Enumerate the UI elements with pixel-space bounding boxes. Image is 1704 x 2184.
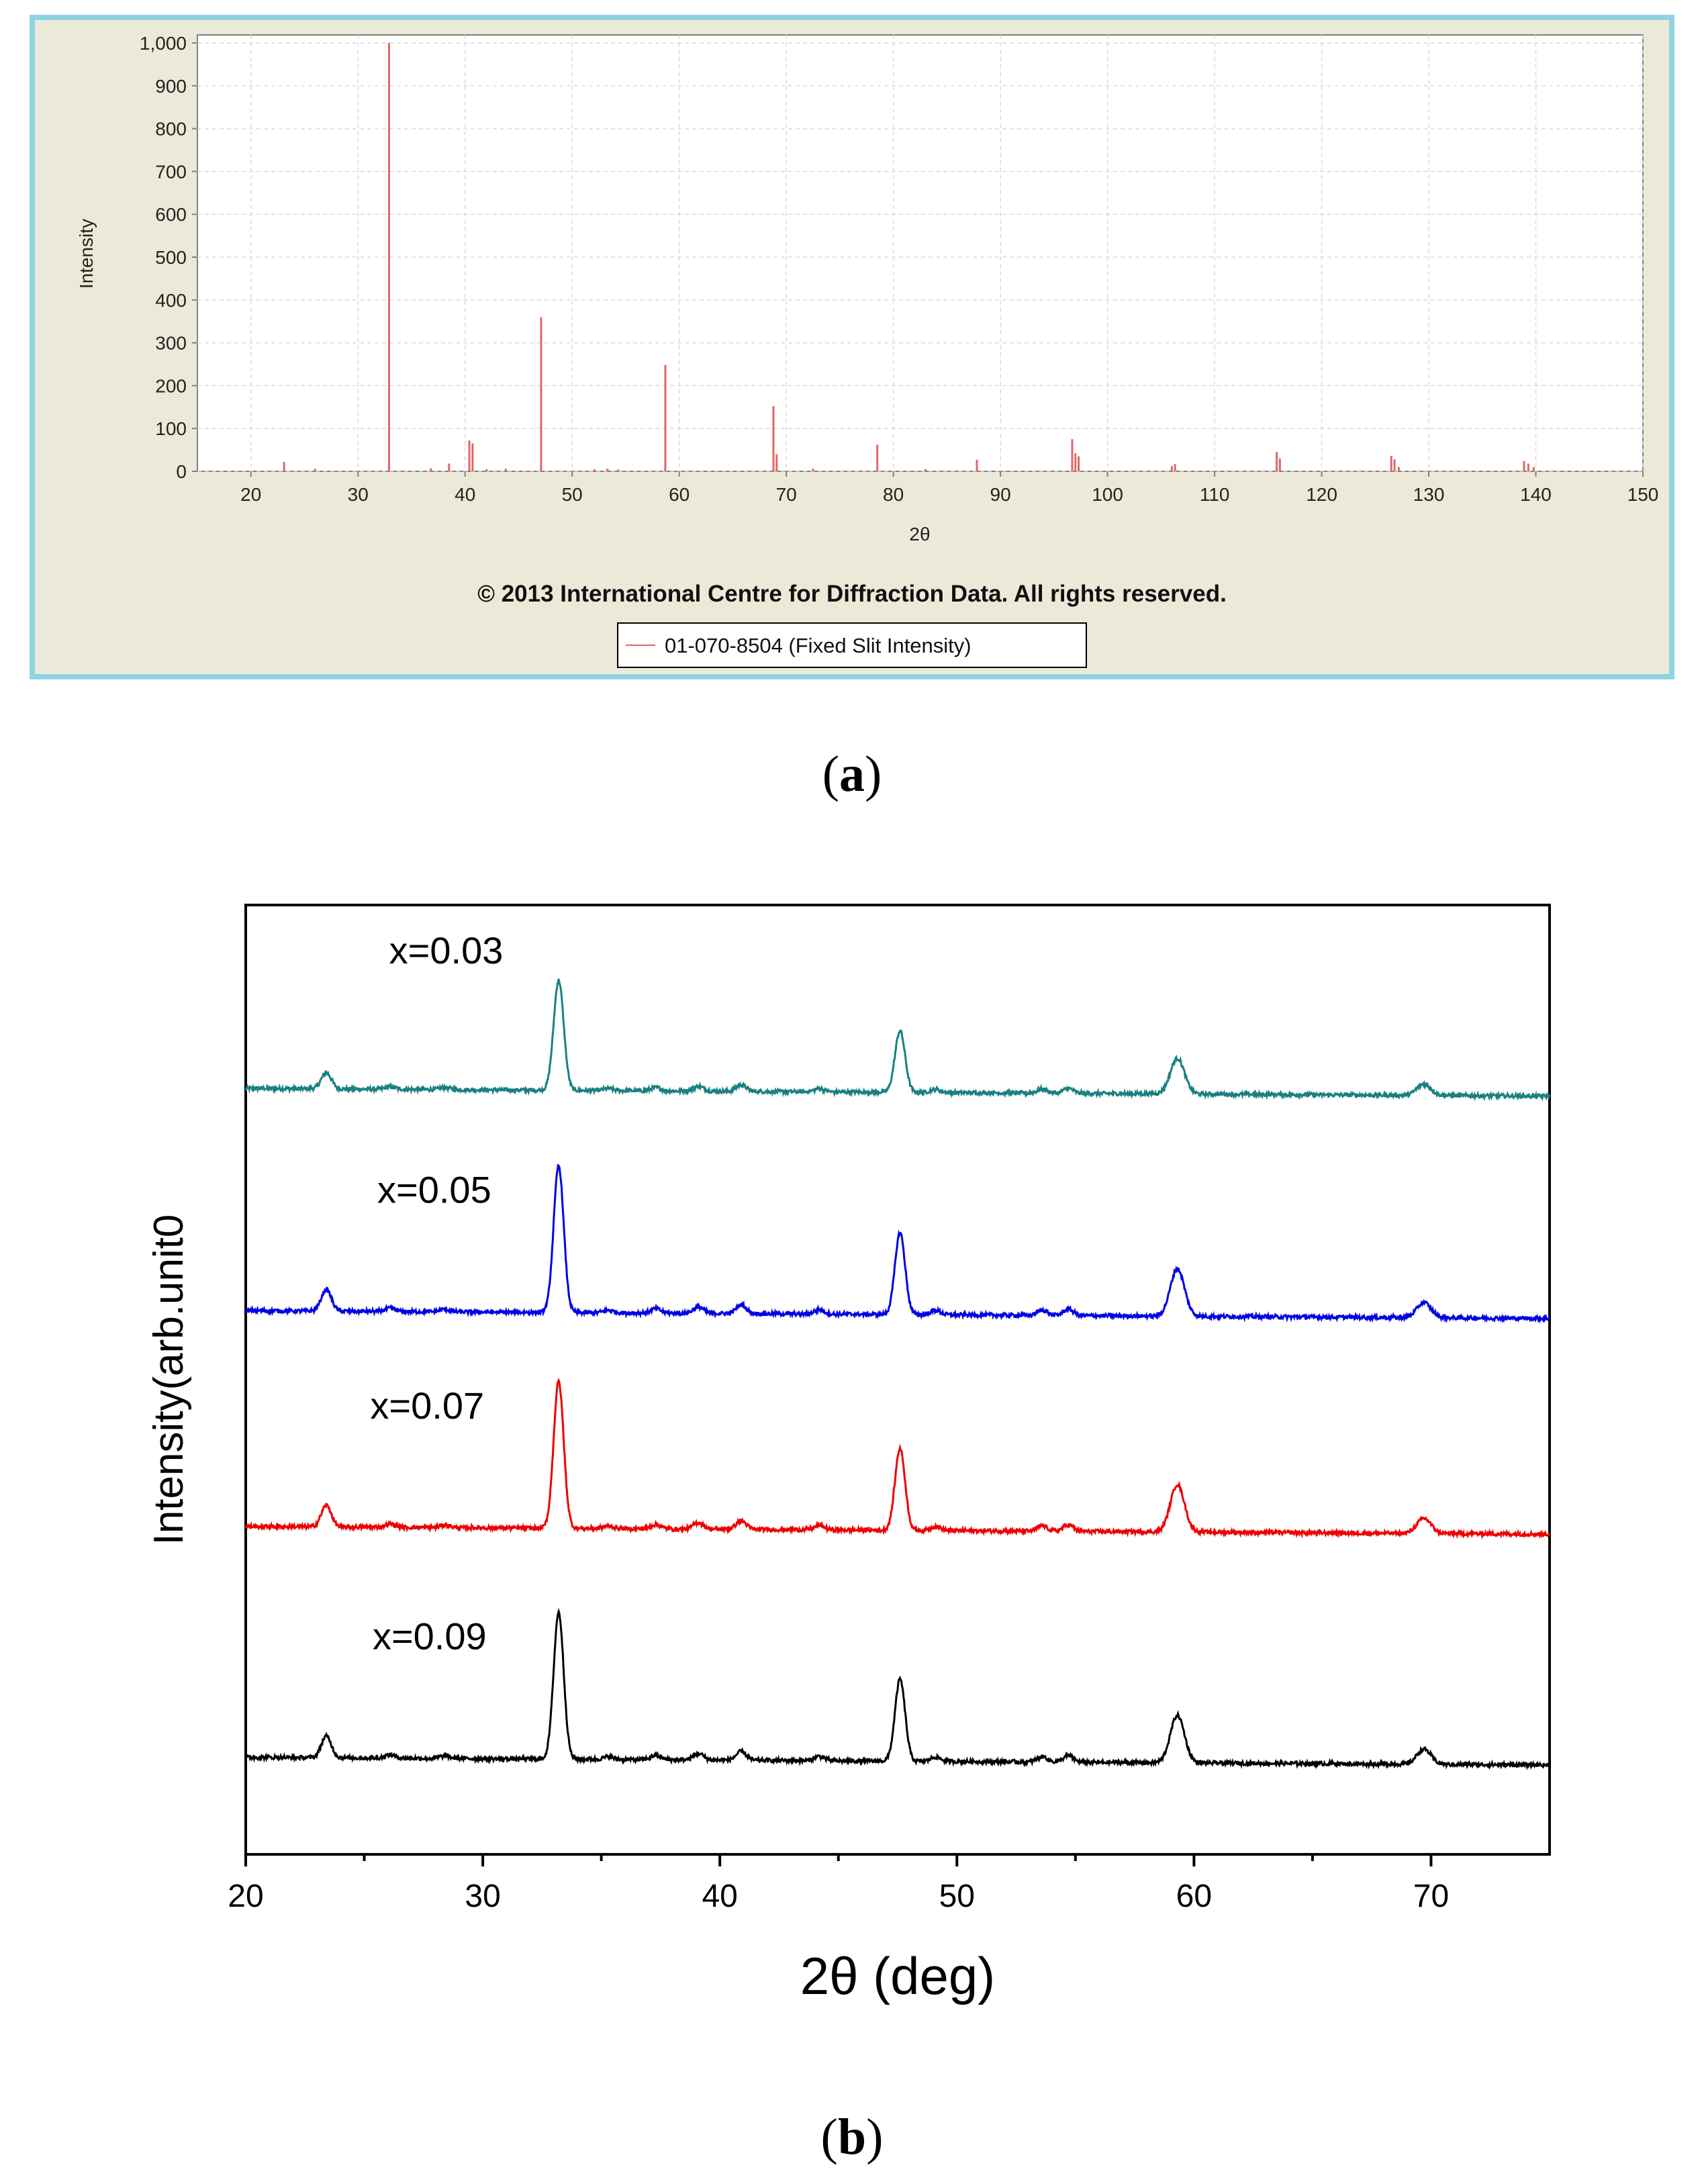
chart-a-x-axis-label: 2θ xyxy=(909,524,930,544)
chart-a-y-tick-label: 900 xyxy=(155,76,187,97)
chart-a-x-tick-label: 130 xyxy=(1413,484,1445,505)
caption-b: (b) xyxy=(820,2109,884,2165)
caption-a-letter: a xyxy=(839,746,865,802)
chart-a-y-tick-label: 300 xyxy=(155,333,187,354)
chart-a-x-tick-label: 30 xyxy=(348,484,369,505)
chart-a-y-ticks: 0 100 200 300 400 500 600 700 800 900 1,000 xyxy=(140,33,197,482)
chart-a-x-tick-label: 90 xyxy=(990,484,1011,505)
chart-b-series-label: x=0.07 xyxy=(370,1384,484,1427)
chart-a-x-tick-label: 40 xyxy=(455,484,475,505)
chart-a-x-tick-label: 140 xyxy=(1520,484,1552,505)
chart-a-y-tick-label: 1,000 xyxy=(140,33,187,54)
chart-b-x-ticks: 20 30 40 50 60 70 xyxy=(228,1854,1449,1914)
chart-a-y-tick-label: 700 xyxy=(155,161,187,182)
chart-a-bars xyxy=(283,43,1535,471)
chart-b-y-axis-label: Intensity(arb.unit0 xyxy=(146,1215,192,1546)
chart-b-series-label: x=0.05 xyxy=(377,1168,491,1210)
chart-a-y-tick-label: 400 xyxy=(155,290,187,311)
chart-b-x-tick-label: 20 xyxy=(228,1879,263,1914)
chart-a-y-tick-label: 500 xyxy=(155,247,187,268)
chart-b-x-axis-label: 2θ (deg) xyxy=(800,1946,996,2005)
chart-b-x-tick-label: 70 xyxy=(1413,1879,1449,1914)
chart-b-series-labels: x=0.03 x=0.05 x=0.07 x=0.09 xyxy=(370,929,503,1658)
chart-a-y-tick-label: 100 xyxy=(155,418,187,439)
chart-a-x-tick-label: 20 xyxy=(240,484,261,505)
chart-a-x-tick-label: 100 xyxy=(1092,484,1123,505)
chart-a-legend: 01-070-8504 (Fixed Slit Intensity) xyxy=(617,622,1087,668)
chart-a-plot-area xyxy=(197,34,1644,472)
chart-a-x-tick-label: 120 xyxy=(1306,484,1337,505)
chart-a-x-tick-label: 110 xyxy=(1200,484,1230,505)
chart-a-panel: 20 30 40 50 60 70 80 90 100 110 120 130 140 150 0 100 2… xyxy=(30,15,1674,679)
chart-b-series-label: x=0.09 xyxy=(373,1615,487,1658)
chart-a-legend-label: 01-070-8504 (Fixed Slit Intensity) xyxy=(665,634,972,657)
chart-b-series-line xyxy=(244,1607,1551,1770)
chart-a-copyright: © 2013 International Centre for Diffract… xyxy=(477,581,1227,607)
chart-a-x-tick-label: 60 xyxy=(669,484,690,505)
chart-a-y-tick-label: 200 xyxy=(155,375,187,396)
chart-a-y-axis-label: Intensity xyxy=(76,219,97,289)
chart-b-x-tick-label: 60 xyxy=(1176,1879,1212,1914)
chart-a-y-tick-label: 800 xyxy=(155,119,187,140)
chart-a-x-ticks: 20 30 40 50 60 70 80 90 100 110 120 130 140 150 xyxy=(240,471,1658,505)
chart-b-series-line xyxy=(244,978,1551,1102)
chart-a-grid xyxy=(197,35,1644,472)
chart-a-x-tick-label: 80 xyxy=(883,484,904,505)
chart-a-x-tick-label: 50 xyxy=(562,484,583,505)
chart-a-x-tick-label: 70 xyxy=(776,484,797,505)
chart-b-x-tick-label: 30 xyxy=(465,1879,500,1914)
chart-b-series-line xyxy=(245,1164,1551,1324)
caption-b-letter: b xyxy=(837,2109,867,2165)
chart-b-series xyxy=(244,978,1551,1770)
chart-b-series-label: x=0.03 xyxy=(389,929,504,971)
chart-a-y-tick-label: 600 xyxy=(155,204,187,225)
chart-b: x=0.03 x=0.05 x=0.07 x=0.09 20 30 40 50 60 70 2θ… xyxy=(146,904,1551,2005)
chart-b-x-tick-label: 50 xyxy=(939,1879,975,1914)
chart-a-legend-box xyxy=(617,622,1087,668)
chart-a-x-tick-label: 150 xyxy=(1627,484,1659,505)
chart-a-y-tick-label: 0 xyxy=(176,461,187,482)
caption-a: (a) xyxy=(822,746,882,802)
chart-b-frame xyxy=(244,904,1551,1856)
chart-b-x-tick-label: 40 xyxy=(702,1879,737,1914)
chart-a: 20 30 40 50 60 70 80 90 100 110 120 130 140 150 01002… xyxy=(76,33,1658,668)
chart-b-series-line xyxy=(244,1378,1551,1539)
chart-b-panel: x=0.03 x=0.05 x=0.07 x=0.09 20 30 40 50 60 70 2θ… xyxy=(0,873,1704,2014)
